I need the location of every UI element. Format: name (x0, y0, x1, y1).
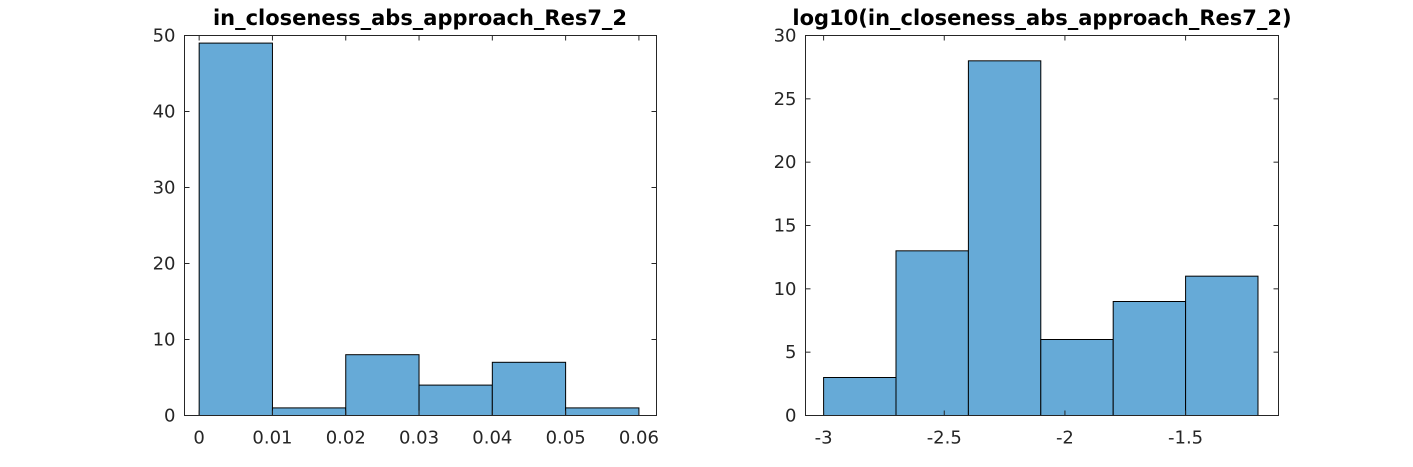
histogram-bar (1185, 275, 1259, 416)
histogram-bar (491, 361, 567, 416)
histogram-bar (565, 407, 640, 416)
chart-title: log10(in_closeness_abs_approach_Res7_2) (792, 6, 1291, 30)
x-tick-label: -2 (1056, 428, 1074, 449)
y-tick-label: 0 (164, 406, 175, 427)
y-tick-label: 20 (153, 254, 176, 275)
x-tick-label: 0.03 (399, 428, 439, 449)
histogram-bar (1040, 339, 1114, 416)
x-tick-label: -1.5 (1168, 428, 1203, 449)
bar-group (823, 60, 1259, 416)
y-tick-label: 10 (153, 330, 176, 351)
x-tick-label: 0 (193, 428, 204, 449)
x-tick-label: 0.02 (326, 428, 366, 449)
histogram-bar (198, 42, 273, 416)
histogram-bar (895, 250, 969, 416)
y-tick-label: 30 (153, 178, 176, 199)
plot-area-frame (184, 35, 657, 416)
chart-title: in_closeness_abs_approach_Res7_2 (213, 6, 627, 30)
y-tick-label: 5 (785, 342, 796, 363)
y-tick-label: 15 (774, 216, 797, 237)
y-tick-label: 25 (774, 89, 797, 110)
y-tick-label: 0 (785, 406, 796, 427)
histogram-bar (823, 377, 897, 416)
y-tick-label: 10 (774, 279, 797, 300)
histogram-bar (967, 60, 1042, 416)
x-tick-label: 0.04 (472, 428, 512, 449)
histogram-bar (1112, 301, 1187, 416)
bar-group (198, 42, 640, 417)
y-tick-label: 50 (153, 26, 176, 47)
histogram-bar (345, 354, 420, 417)
histogram-bar (418, 384, 493, 417)
histogram-panel-log10: log10(in_closeness_abs_approach_Res7_2) … (774, 6, 1292, 449)
y-tick-label: 20 (774, 152, 797, 173)
tick-group: -3 -2.5 -2 -1.5 0 5 10 15 20 25 30 (774, 26, 1279, 449)
histogram-bar (271, 407, 347, 416)
x-tick-label: 0.01 (252, 428, 292, 449)
x-tick-label: -3 (815, 428, 833, 449)
x-tick-label: -2.5 (927, 428, 962, 449)
x-tick-label: 0.05 (546, 428, 586, 449)
histogram-panel-linear: in_closeness_abs_approach_Res7_2 0 0.01 0.… (153, 6, 659, 449)
y-tick-label: 30 (774, 26, 797, 47)
x-tick-label: 0.06 (619, 428, 659, 449)
y-tick-label: 40 (153, 102, 176, 123)
tick-group: 0 0.01 0.02 0.03 0.04 0.05 0.06 0 10 20 30 40 50 (153, 26, 659, 449)
